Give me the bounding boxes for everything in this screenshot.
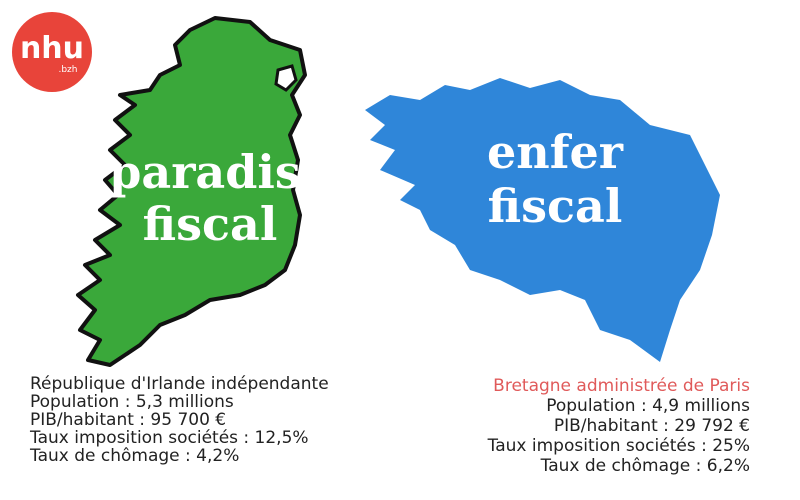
left-info: Population : 5,3 millions: [30, 392, 234, 412]
left-title: fiscal: [143, 197, 278, 251]
lough-neagh: [274, 64, 298, 92]
left-info: République d'Irlande indépendante: [30, 374, 329, 394]
left-info: PIB/habitant : 95 700 €: [30, 410, 226, 430]
logo-circle: [12, 12, 92, 92]
ireland-map: [76, 16, 307, 367]
right-info: PIB/habitant : 29 792 €: [554, 416, 750, 436]
logo-text: nhu: [20, 31, 84, 66]
right-heading: Bretagne administrée de Paris: [493, 376, 750, 396]
brittany-map: [365, 78, 720, 362]
right-info: Population : 4,9 millions: [546, 396, 750, 416]
right-title: enfer: [487, 125, 624, 179]
logo-suffix: .bzh: [58, 65, 77, 75]
left-title: paradis: [109, 145, 301, 199]
left-info: Taux imposition sociétés : 12,5%: [29, 428, 309, 448]
left-info: Taux de chômage : 4,2%: [29, 446, 239, 466]
right-info: Taux de chômage : 6,2%: [540, 456, 750, 476]
right-title: fiscal: [488, 179, 623, 233]
right-info: Taux imposition sociétés : 25%: [487, 436, 750, 456]
